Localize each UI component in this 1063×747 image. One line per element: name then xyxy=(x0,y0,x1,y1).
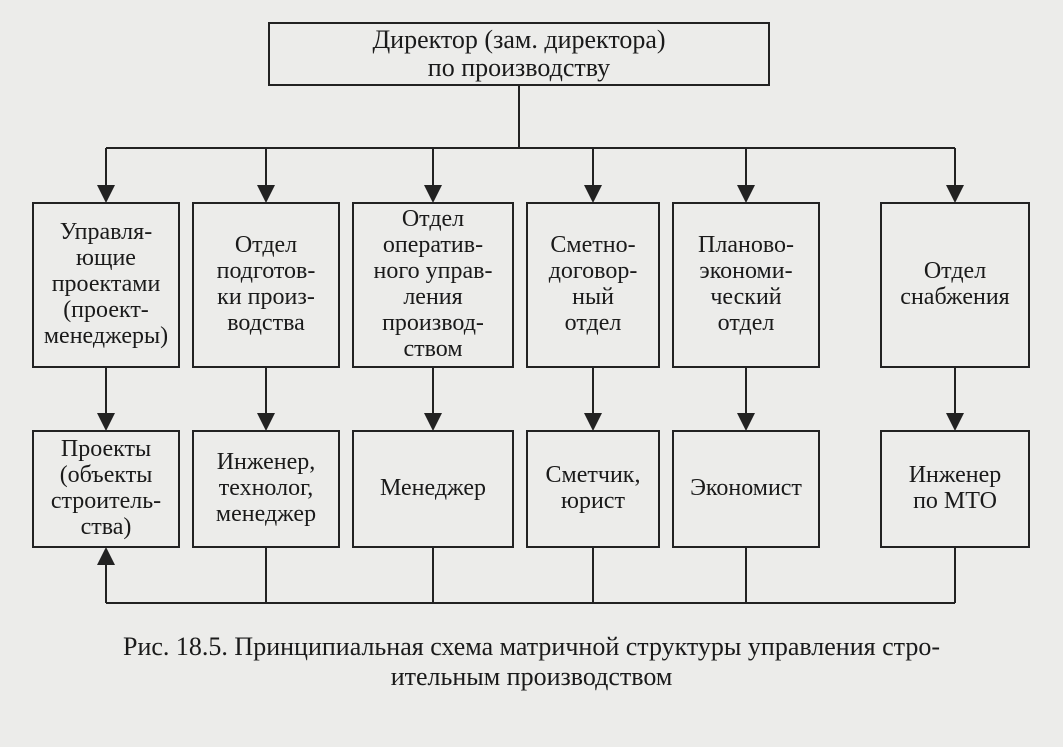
director-box: Директор (зам. директора)по производству xyxy=(268,22,770,86)
engineer-technologist-label: Инженер,технолог,менеджер xyxy=(216,450,316,528)
projects-label: Проекты(объектыстроитель-ства) xyxy=(51,437,161,541)
production-prep-dept-box: Отделподготов-ки произ-водства xyxy=(192,202,340,368)
director-label: Директор (зам. директора)по производству xyxy=(372,26,665,82)
manager-label: Менеджер xyxy=(380,476,486,502)
caption-line-2: ительным производством xyxy=(30,662,1033,692)
operational-mgmt-dept-label: Отделоператив-ного управ-ленияпроизвод-с… xyxy=(374,207,493,362)
economist-label: Экономист xyxy=(690,476,802,502)
supply-dept-label: Отделснабжения xyxy=(900,259,1009,311)
mto-engineer-label: Инженерпо МТО xyxy=(909,463,1002,515)
diagram-canvas: Директор (зам. директора)по производству… xyxy=(0,0,1063,747)
production-prep-dept-label: Отделподготов-ки произ-водства xyxy=(217,233,316,337)
figure-caption: Рис. 18.5. Принципиальная схема матрично… xyxy=(30,632,1033,692)
engineer-technologist-box: Инженер,технолог,менеджер xyxy=(192,430,340,548)
mto-engineer-box: Инженерпо МТО xyxy=(880,430,1030,548)
operational-mgmt-dept-box: Отделоператив-ного управ-ленияпроизвод-с… xyxy=(352,202,514,368)
estimator-lawyer-box: Сметчик,юрист xyxy=(526,430,660,548)
projects-box: Проекты(объектыстроитель-ства) xyxy=(32,430,180,548)
planning-economic-dept-label: Планово-экономи-ческийотдел xyxy=(698,233,794,337)
estimate-contract-dept-box: Сметно-договор-ныйотдел xyxy=(526,202,660,368)
supply-dept-box: Отделснабжения xyxy=(880,202,1030,368)
caption-line-1: Рис. 18.5. Принципиальная схема матрично… xyxy=(30,632,1033,662)
estimator-lawyer-label: Сметчик,юрист xyxy=(546,463,641,515)
economist-box: Экономист xyxy=(672,430,820,548)
planning-economic-dept-box: Планово-экономи-ческийотдел xyxy=(672,202,820,368)
project-managers-box: Управля-ющиепроектами(проект-менеджеры) xyxy=(32,202,180,368)
manager-box: Менеджер xyxy=(352,430,514,548)
project-managers-label: Управля-ющиепроектами(проект-менеджеры) xyxy=(44,220,168,350)
estimate-contract-dept-label: Сметно-договор-ныйотдел xyxy=(549,233,638,337)
